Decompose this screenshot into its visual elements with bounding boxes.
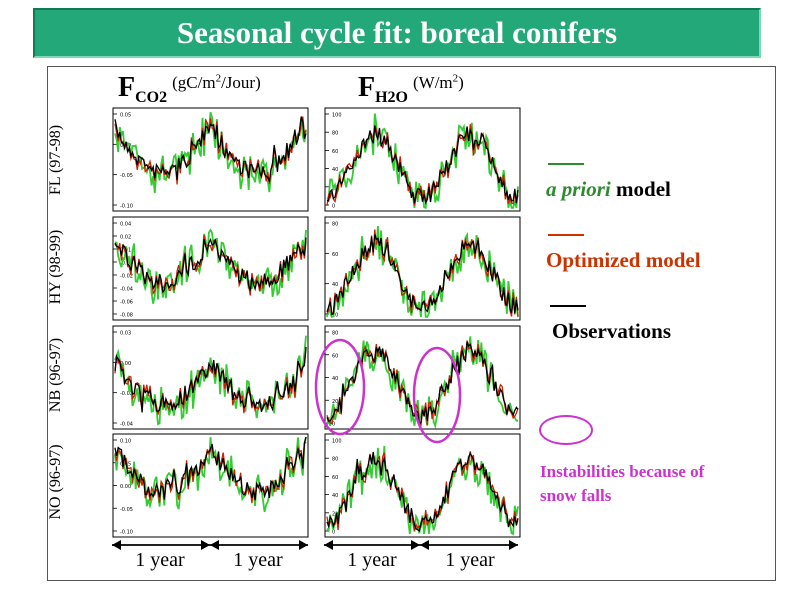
series-observations-line xyxy=(114,237,307,294)
y-tick-label: 60 xyxy=(332,252,338,258)
y-tick-label: 0.04 xyxy=(120,222,131,228)
y-tick-label: 0 xyxy=(332,422,335,428)
y-tick-label: 40 xyxy=(332,167,338,173)
series-observations-line xyxy=(326,451,519,533)
year-arrow-1-head-left xyxy=(112,540,121,550)
co2-symbol: F xyxy=(118,72,136,103)
column-header-h2o: FH2O (W/m2) xyxy=(358,72,464,106)
y-tick-label: -0.02 xyxy=(120,391,133,397)
panel-frame xyxy=(112,216,309,321)
series-a-priori-line xyxy=(114,111,307,194)
series-observations-line xyxy=(114,436,307,501)
series-a-priori-line xyxy=(114,335,307,426)
year-arrow-2-head-right xyxy=(299,540,308,550)
y-tick-label: 0 xyxy=(332,204,335,210)
y-tick-label: 0.03 xyxy=(120,331,131,337)
panel-frame xyxy=(112,325,309,430)
year-label-1: 1 year xyxy=(135,549,185,571)
series-optimized-line xyxy=(114,441,307,504)
y-tick-label: -0.05 xyxy=(120,173,133,179)
y-tick-label: -0.02 xyxy=(120,274,133,280)
y-tick-label: 0.05 xyxy=(120,461,131,467)
series-observations-line xyxy=(114,346,307,413)
year-label-3: 1 year xyxy=(347,549,397,571)
y-tick-label: 0.00 xyxy=(120,484,131,490)
title-bar: Seasonal cycle fit: boreal conifers xyxy=(33,8,761,58)
h2o-symbol: F xyxy=(358,72,376,103)
y-tick-label: 60 xyxy=(332,353,338,359)
y-tick-label: 20 xyxy=(332,313,338,319)
y-tick-label: 60 xyxy=(332,475,338,481)
h2o-unit: (W/m2) xyxy=(413,72,464,92)
year-arrow-2-head-left xyxy=(210,540,219,550)
instability-oval-1 xyxy=(314,338,366,436)
legend-observations-swatch xyxy=(550,305,586,307)
y-tick-label: 0 xyxy=(332,530,335,536)
legend-instability-label: Instabilities because of snow falls xyxy=(540,462,705,505)
y-tick-label: 80 xyxy=(332,331,338,337)
legend-prior-label: a priori model xyxy=(546,177,671,201)
y-tick-label: 80 xyxy=(332,457,338,463)
year-arrow-1-head-right xyxy=(201,540,210,550)
y-tick-label: 80 xyxy=(332,131,338,137)
year-arrow-3-head-left xyxy=(324,540,333,550)
co2-unit: (gC/m2/Jour) xyxy=(172,72,261,92)
year-arrow-4-head-left xyxy=(420,540,429,550)
y-tick-label: 40 xyxy=(332,493,338,499)
series-a-priori-line xyxy=(114,228,307,304)
legend-optimized-label: Optimized model xyxy=(546,248,701,272)
co2-subscript: CO2 xyxy=(135,89,168,106)
y-tick-label: 0.10 xyxy=(120,439,131,445)
y-tick-label: -0.05 xyxy=(120,507,133,513)
series-a-priori-line xyxy=(114,436,307,513)
y-tick-label: 0.05 xyxy=(120,113,131,119)
year-label-2: 1 year xyxy=(233,549,283,571)
y-tick-label: -0.10 xyxy=(120,204,133,210)
y-tick-label: -0.08 xyxy=(120,313,133,319)
series-observations-line xyxy=(114,116,307,182)
year-arrow-4-head-right xyxy=(509,540,518,550)
legend-optimized-swatch xyxy=(548,234,584,236)
y-tick-label: 0.02 xyxy=(120,235,131,241)
legend-observations-label: Observations xyxy=(552,319,672,343)
year-arrow-3-head-right xyxy=(411,540,420,550)
y-tick-label: -0.10 xyxy=(120,530,133,536)
y-tick-label: -0.04 xyxy=(120,287,133,293)
y-tick-label: -0.04 xyxy=(120,422,133,428)
legend-instability-oval xyxy=(539,415,593,445)
series-observations-line xyxy=(326,125,519,205)
series-a-priori-line xyxy=(326,225,519,319)
y-tick-label: -0.00 xyxy=(120,261,133,267)
y-tick-label: 80 xyxy=(332,222,338,228)
y-tick-label: 40 xyxy=(332,376,338,382)
y-tick-label: 0.00 xyxy=(120,361,131,367)
y-tick-label: 60 xyxy=(332,149,338,155)
y-tick-label: 100 xyxy=(332,439,342,445)
year-label-4: 1 year xyxy=(445,549,495,571)
column-header-co2: FCO2(gC/m2/Jour) xyxy=(118,72,261,106)
series-a-priori-line xyxy=(326,336,518,430)
h2o-subscript: H2O xyxy=(375,89,408,106)
legend-prior-swatch xyxy=(548,163,584,165)
figure-frame xyxy=(47,66,776,581)
y-tick-label: -0.06 xyxy=(120,300,133,306)
y-tick-label: 40 xyxy=(332,282,338,288)
y-tick-label: 100 xyxy=(332,113,342,119)
y-tick-label: 20 xyxy=(332,399,338,405)
instability-oval-2 xyxy=(412,346,462,444)
slide-title: Seasonal cycle fit: boreal conifers xyxy=(176,15,618,50)
series-observations-line xyxy=(326,234,519,316)
